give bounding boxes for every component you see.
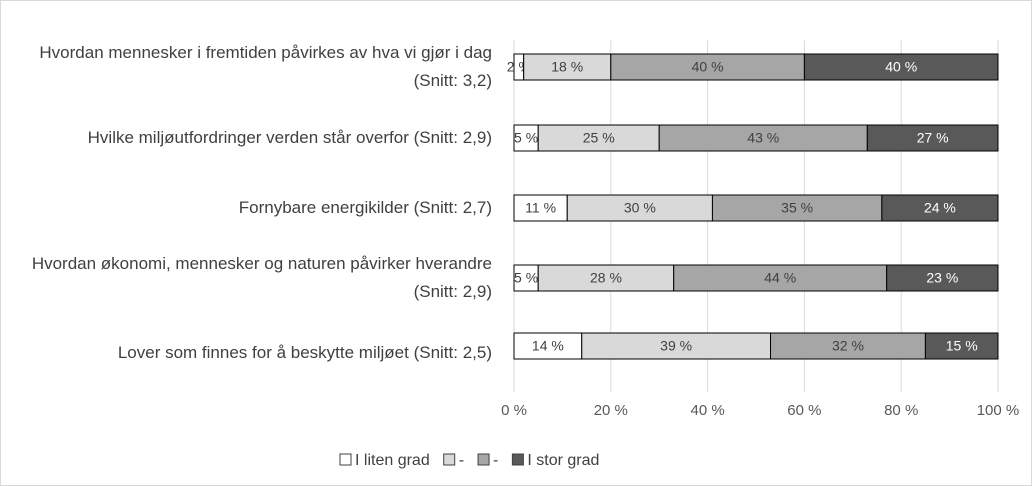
x-tick-label: 100 % xyxy=(977,402,1020,419)
bar-segment xyxy=(658,124,868,152)
legend-label: - xyxy=(459,452,464,469)
data-label: 18 % xyxy=(551,59,583,75)
data-label: 35 % xyxy=(781,200,813,216)
category-label: Lover som finnes for å beskytte miljøet … xyxy=(117,343,492,362)
data-label: 40 % xyxy=(885,59,917,75)
bar-segment xyxy=(881,194,999,222)
data-label: 44 % xyxy=(764,270,796,286)
bar-segment xyxy=(537,124,660,152)
bar-segment xyxy=(513,194,568,222)
data-label: 23 % xyxy=(926,270,958,286)
legend-swatch xyxy=(511,453,524,466)
category-label: Hvordan økonomi, mennesker og naturen på… xyxy=(31,254,492,301)
category-label: Hvordan mennesker i fremtiden påvirkes a… xyxy=(39,43,492,90)
legend-label: I liten grad xyxy=(355,452,430,469)
legend-swatch xyxy=(339,453,352,466)
data-label: 27 % xyxy=(917,130,949,146)
legend-label: I stor grad xyxy=(527,452,599,469)
data-label: 39 % xyxy=(660,338,692,354)
bar-segment xyxy=(513,264,539,292)
x-tick-label: 0 % xyxy=(501,402,527,419)
x-tick-label: 40 % xyxy=(690,402,724,419)
bar-segment xyxy=(537,264,675,292)
data-label: 5 % xyxy=(514,270,538,286)
data-label: 43 % xyxy=(747,130,779,146)
bar-segment xyxy=(673,264,888,292)
bar-segment xyxy=(886,264,999,292)
x-tick-label: 20 % xyxy=(594,402,628,419)
legend-swatch xyxy=(443,453,456,466)
bar-segment xyxy=(866,124,999,152)
data-label: 32 % xyxy=(832,338,864,354)
bar-segment xyxy=(924,332,999,360)
legend-swatch xyxy=(477,453,490,466)
bar-segment xyxy=(566,194,713,222)
bar-segment xyxy=(711,194,883,222)
legend-label: - xyxy=(493,452,498,469)
data-label: 28 % xyxy=(590,270,622,286)
data-label: 14 % xyxy=(532,338,564,354)
category-label: Hvilke miljøutfordringer verden står ove… xyxy=(87,128,492,147)
data-label: 30 % xyxy=(624,200,656,216)
data-label: 5 % xyxy=(514,130,538,146)
bar-segment xyxy=(803,53,999,81)
x-tick-label: 60 % xyxy=(787,402,821,419)
bar-segment xyxy=(513,332,583,360)
data-label: 25 % xyxy=(583,130,615,146)
data-label: 24 % xyxy=(924,200,956,216)
data-label: 15 % xyxy=(946,338,978,354)
x-tick-label: 80 % xyxy=(884,402,918,419)
data-label: 11 % xyxy=(525,200,556,216)
bar-segment xyxy=(523,53,612,81)
data-label: 40 % xyxy=(692,59,724,75)
bar-segment xyxy=(610,53,805,81)
category-label: Fornybare energikilder (Snitt: 2,7) xyxy=(238,198,492,217)
